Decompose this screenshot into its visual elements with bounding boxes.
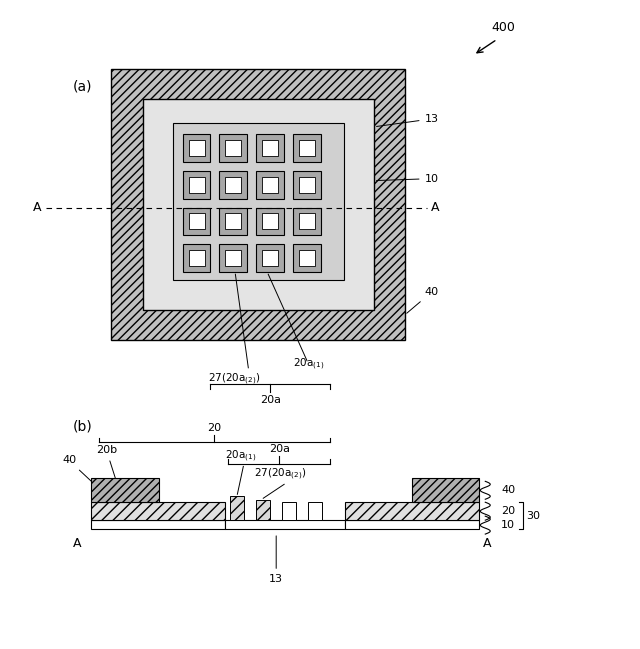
Bar	[225, 214, 241, 229]
Bar	[299, 177, 315, 193]
Bar	[256, 134, 284, 162]
Text: 30: 30	[526, 511, 540, 520]
Text: 20: 20	[501, 506, 515, 516]
Bar	[225, 177, 241, 193]
Text: 10: 10	[501, 520, 515, 530]
Bar	[189, 140, 205, 156]
Text: A: A	[431, 201, 439, 214]
Bar	[262, 177, 278, 193]
Bar	[220, 134, 247, 162]
Text: 20b: 20b	[96, 445, 125, 509]
Text: 27(20a$_{(2)}$): 27(20a$_{(2)}$)	[209, 372, 261, 387]
Bar	[225, 140, 241, 156]
Bar	[256, 244, 284, 272]
Bar	[143, 99, 374, 310]
Bar	[189, 214, 205, 229]
Bar	[189, 251, 205, 266]
Bar	[299, 140, 315, 156]
Bar	[345, 502, 479, 520]
Bar	[299, 251, 315, 266]
Text: 20: 20	[207, 422, 221, 432]
Text: 10: 10	[376, 174, 438, 184]
Bar	[262, 251, 278, 266]
Bar	[345, 520, 479, 529]
Text: 40: 40	[501, 485, 515, 495]
Text: A: A	[33, 201, 41, 214]
Bar	[91, 520, 225, 529]
Bar	[225, 520, 345, 529]
Text: 13: 13	[269, 536, 283, 584]
Text: 400: 400	[492, 21, 515, 34]
Bar	[173, 123, 344, 280]
Bar	[225, 251, 241, 266]
Bar	[91, 478, 159, 502]
Bar	[256, 500, 270, 520]
Text: 27(20a$_{(2)}$): 27(20a$_{(2)}$)	[254, 467, 307, 482]
Bar	[262, 214, 278, 229]
Text: 20a: 20a	[269, 445, 290, 454]
Text: A: A	[483, 537, 492, 550]
Text: 20a$_{(1)}$: 20a$_{(1)}$	[293, 357, 324, 373]
Text: (b): (b)	[73, 420, 93, 434]
Bar	[189, 177, 205, 193]
Bar	[111, 69, 404, 340]
Bar	[412, 478, 479, 502]
Bar	[282, 502, 296, 520]
Bar	[220, 244, 247, 272]
Bar	[256, 208, 284, 236]
Bar	[293, 244, 321, 272]
Bar	[182, 208, 211, 236]
Bar	[293, 208, 321, 236]
Text: 20a$_{(1)}$: 20a$_{(1)}$	[225, 449, 257, 465]
Text: 13: 13	[376, 114, 438, 127]
Text: 40: 40	[62, 456, 99, 489]
Bar	[293, 134, 321, 162]
Bar	[182, 244, 211, 272]
Bar	[220, 171, 247, 199]
Bar	[182, 134, 211, 162]
Bar	[256, 171, 284, 199]
Bar	[182, 171, 211, 199]
Bar	[91, 502, 225, 520]
Text: A: A	[72, 537, 81, 550]
Bar	[299, 214, 315, 229]
Text: 40: 40	[407, 287, 438, 313]
Bar	[308, 502, 322, 520]
Bar	[220, 208, 247, 236]
Bar	[230, 496, 244, 520]
Bar	[262, 140, 278, 156]
Bar	[293, 171, 321, 199]
Text: 20a: 20a	[260, 395, 281, 405]
Text: (a): (a)	[73, 79, 93, 93]
